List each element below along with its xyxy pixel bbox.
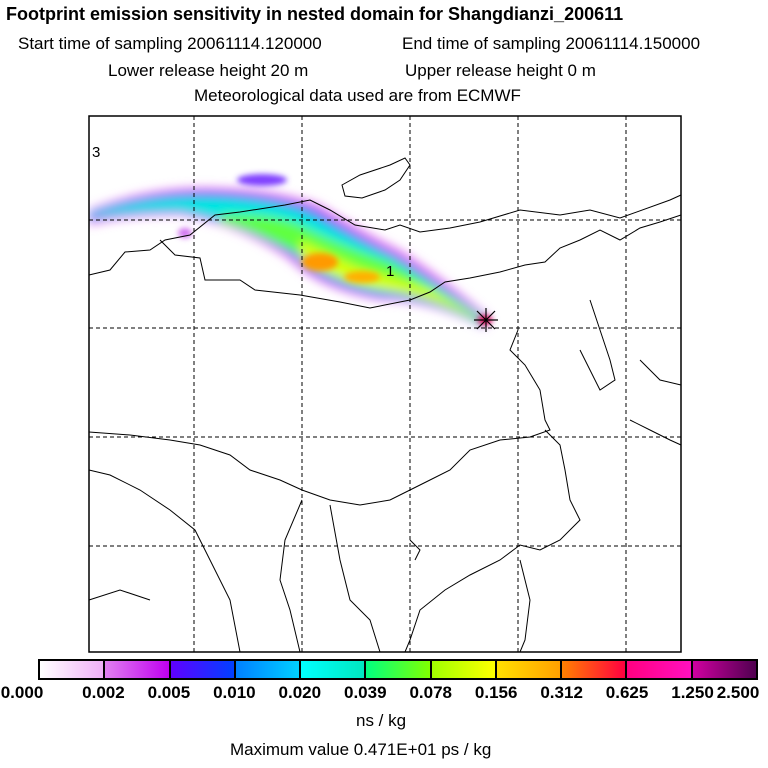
colorbar-segment [235, 661, 302, 678]
upper-release-height: Upper release height 0 m [405, 61, 596, 80]
colorbar-segment [40, 661, 106, 678]
colorbar-tick-label: 0.312 [540, 683, 583, 702]
colorbar [38, 659, 758, 680]
plot-title: Footprint emission sensitivity in nested… [6, 4, 624, 24]
colorbar-tick-label: 1.250 [671, 683, 714, 702]
colorbar-segment [366, 661, 432, 678]
start-time: Start time of sampling 20061114.120000 [18, 34, 322, 53]
grid-lines [89, 116, 681, 652]
map-label-1: 1 [386, 263, 394, 280]
colorbar-unit: ns / kg [356, 711, 407, 730]
colorbar-tick-label: 0.002 [82, 683, 125, 702]
colorbar-tick-label: 0.039 [343, 683, 387, 702]
colorbar-tick-label: 0.078 [409, 683, 452, 702]
colorbar-tick-label: 2.500 [716, 683, 760, 702]
plume [89, 174, 492, 328]
colorbar-tick-label: 0.010 [213, 683, 256, 702]
colorbar-segment [431, 661, 497, 678]
maximum-value: Maximum value 0.471E+01 ps / kg [230, 740, 492, 759]
end-time: End time of sampling 20061114.150000 [402, 34, 701, 53]
colorbar-segment [170, 661, 236, 678]
coastlines-borders [88, 157, 682, 653]
map-frame [88, 115, 682, 653]
colorbar-tick-label: 0.005 [147, 683, 191, 702]
colorbar-segment [692, 661, 756, 678]
release-site-marker [474, 308, 498, 332]
lower-release-height: Lower release height 20 m [108, 61, 309, 80]
colorbar-segment [496, 661, 563, 678]
colorbar-tick-label: 0.020 [278, 683, 322, 702]
map-label-3: 3 [92, 144, 100, 161]
colorbar-segment [562, 661, 628, 678]
colorbar-tick-label: 0.625 [605, 683, 649, 702]
colorbar-segment [105, 661, 171, 678]
met-data-source: Meteorological data used are from ECMWF [194, 86, 521, 105]
colorbar-tick-label: 0.000 [0, 683, 44, 702]
colorbar-segment [301, 661, 367, 678]
colorbar-tick-label: 0.156 [474, 683, 518, 702]
colorbar-segment [627, 661, 693, 678]
